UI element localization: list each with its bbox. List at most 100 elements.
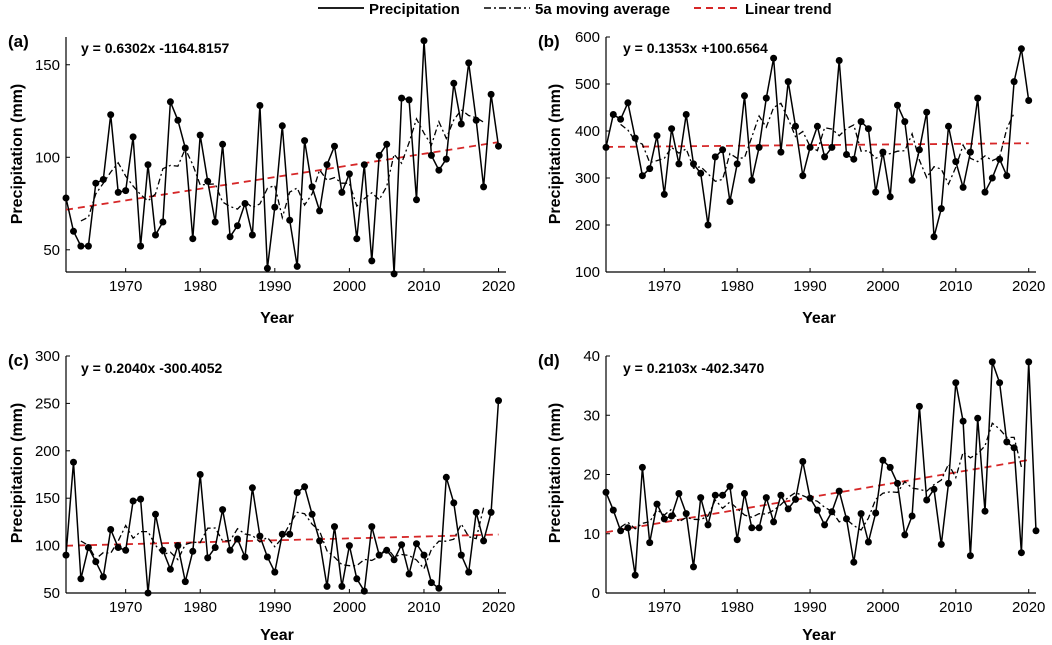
precip-point xyxy=(84,242,92,250)
precip-point xyxy=(70,458,77,466)
precip-point xyxy=(144,589,152,597)
precip-point xyxy=(784,78,792,86)
precip-point xyxy=(114,188,122,196)
x-tick-label: 2010 xyxy=(939,599,972,616)
precip-point xyxy=(864,538,872,546)
precip-point xyxy=(828,508,836,516)
y-tick-label: 100 xyxy=(35,149,60,166)
precip-point xyxy=(930,233,938,241)
precip-point xyxy=(271,203,279,211)
precip-point xyxy=(799,172,807,180)
precip-point xyxy=(256,532,264,540)
ylabel-d: Precipitation (mm) xyxy=(547,403,564,543)
precip-point xyxy=(390,556,398,564)
precip-point xyxy=(653,132,661,140)
precip-point xyxy=(923,496,931,504)
precip-point xyxy=(122,546,130,554)
y-tick-label: 150 xyxy=(35,490,60,507)
precip-point xyxy=(828,143,836,151)
precip-point xyxy=(129,133,137,141)
precip-point xyxy=(450,499,458,507)
equation-a: y = 0.6302x -1164.8157 xyxy=(81,40,230,56)
precip-point xyxy=(602,143,610,151)
precip-point xyxy=(353,235,361,243)
ylabel-a: Precipitation (mm) xyxy=(9,84,26,224)
equation-d: y = 0.2103x -402.3470 xyxy=(623,360,765,376)
precip-point xyxy=(219,506,227,514)
y-tick-label: 100 xyxy=(575,264,600,281)
precip-point xyxy=(981,188,989,196)
precip-point xyxy=(413,540,420,548)
precip-point xyxy=(704,221,712,229)
precip-point xyxy=(879,456,887,464)
precip-point xyxy=(152,510,159,518)
y-tick-label: 150 xyxy=(35,57,60,74)
panel-label-d: (d) xyxy=(538,351,560,370)
legend-precip-label: Precipitation xyxy=(369,1,460,18)
precip-point xyxy=(107,111,115,119)
precip-point xyxy=(383,140,391,148)
precip-point xyxy=(1025,358,1033,366)
precip-point xyxy=(952,158,960,166)
x-tick-label: 1980 xyxy=(720,278,753,295)
precip-point xyxy=(99,573,107,581)
y-tick-label: 200 xyxy=(35,443,60,460)
precip-point xyxy=(196,471,204,478)
precip-point xyxy=(472,116,480,124)
precip-point xyxy=(792,122,799,130)
precip-point xyxy=(770,518,778,526)
precip-point xyxy=(241,553,249,561)
precip-point xyxy=(719,491,727,499)
precip-point xyxy=(806,494,814,502)
precip-point xyxy=(857,118,865,126)
precip-point xyxy=(755,143,763,151)
precip-point xyxy=(624,99,632,107)
precip-point xyxy=(405,96,413,104)
x-tick-label: 1980 xyxy=(720,599,753,616)
precip-point xyxy=(487,90,495,98)
precip-point xyxy=(959,417,967,425)
precip-point xyxy=(733,160,741,168)
x-tick-label: 2010 xyxy=(939,278,972,295)
precip-point xyxy=(784,505,792,513)
precip-point xyxy=(398,541,406,549)
y-tick-label: 20 xyxy=(583,467,600,484)
x-tick-label: 2020 xyxy=(1012,599,1045,616)
precip-point xyxy=(711,153,719,161)
moving-average-line-b xyxy=(620,102,1015,186)
precip-point xyxy=(308,510,316,518)
precip-point xyxy=(850,558,858,566)
precip-point xyxy=(682,510,690,518)
precip-point xyxy=(843,515,850,523)
precip-point xyxy=(697,169,705,177)
precip-point xyxy=(166,565,174,573)
precip-point xyxy=(278,530,286,538)
precip-point xyxy=(930,485,938,493)
x-tick-label: 2010 xyxy=(407,278,440,295)
precip-point xyxy=(114,544,122,551)
precip-point xyxy=(263,264,271,272)
precip-point xyxy=(77,242,85,250)
precip-point xyxy=(316,537,324,545)
precip-point xyxy=(872,188,880,196)
x-tick-label: 2020 xyxy=(1012,278,1045,295)
y-tick-label: 200 xyxy=(575,217,600,234)
precip-point xyxy=(1010,78,1018,86)
precip-point xyxy=(923,108,931,116)
precip-point xyxy=(472,508,480,516)
precip-point xyxy=(442,155,450,163)
precip-point xyxy=(166,98,174,106)
precip-point xyxy=(806,143,814,151)
precip-point xyxy=(1003,438,1011,446)
precip-point xyxy=(762,94,770,102)
precip-point xyxy=(675,160,683,168)
y-tick-label: 10 xyxy=(583,526,600,543)
precip-point xyxy=(278,122,286,130)
precip-point xyxy=(981,507,989,515)
precip-point xyxy=(864,125,872,133)
precip-point xyxy=(988,358,996,366)
precip-point xyxy=(323,161,331,169)
precip-point xyxy=(835,487,843,495)
precip-point xyxy=(755,524,763,532)
precip-point xyxy=(609,111,617,118)
